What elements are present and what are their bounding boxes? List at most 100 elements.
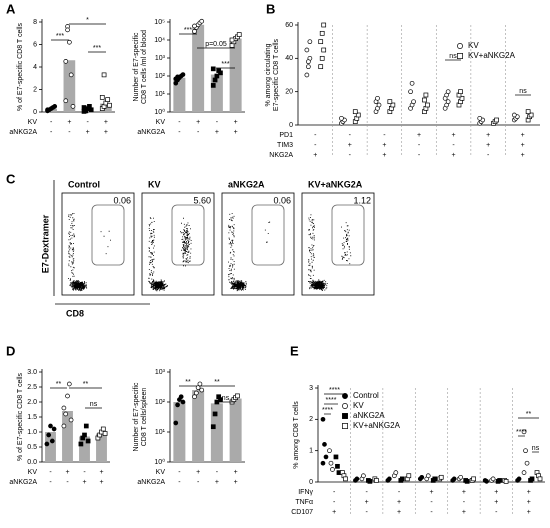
- dot: [306, 59, 311, 65]
- flow-gate: [331, 204, 365, 266]
- row-sign: -: [197, 479, 200, 486]
- dot: [99, 95, 105, 100]
- dot: [529, 476, 535, 482]
- dot: [458, 89, 463, 95]
- row-label: aNKG2A: [137, 129, 165, 136]
- dot: [214, 73, 220, 79]
- y-axis-label: % among CD8 T cells: [293, 401, 300, 469]
- row-sign: +: [452, 152, 456, 159]
- dot: [386, 476, 392, 482]
- dot: [387, 99, 393, 105]
- flow-title: KV+aNKG2A: [308, 179, 363, 189]
- dot: [503, 479, 509, 484]
- dot: [100, 426, 106, 432]
- y-axis-label: % of E7-specific CD8 T cells: [17, 372, 24, 461]
- row-sign: +: [365, 499, 369, 506]
- dot: [390, 102, 396, 108]
- dot: [61, 423, 67, 429]
- dot: [523, 448, 528, 454]
- dot: [236, 32, 242, 37]
- row-sign: +: [527, 489, 531, 496]
- bar: [229, 38, 242, 112]
- row-sign: +: [521, 152, 525, 159]
- dot: [52, 104, 58, 109]
- legend-label: KV: [353, 401, 364, 410]
- dot: [477, 115, 483, 121]
- dot: [235, 393, 240, 399]
- dot: [78, 441, 84, 447]
- dot: [212, 411, 218, 417]
- row-sign: +: [417, 132, 421, 139]
- row-sign: -: [495, 509, 498, 516]
- dot: [445, 99, 451, 105]
- row-sign: +: [196, 119, 200, 126]
- y-tick-label: 10³: [155, 369, 166, 376]
- dot: [464, 479, 470, 484]
- row-sign: +: [313, 152, 317, 159]
- row-sign: -: [314, 142, 317, 149]
- dot: [180, 72, 186, 77]
- dot: [393, 470, 399, 475]
- y-tick-label: 2: [309, 416, 313, 423]
- dot: [458, 474, 464, 480]
- legend-label: Control: [353, 391, 379, 400]
- dot: [327, 448, 332, 454]
- row-label: TIM3: [277, 142, 293, 149]
- dot: [375, 95, 380, 101]
- y-tick-label: 0: [309, 479, 313, 486]
- y-axis-label: CD8 T cells /ml of blood: [141, 30, 148, 104]
- flow-events: [148, 217, 192, 292]
- dot: [432, 476, 438, 482]
- dot: [323, 454, 329, 460]
- y-tick-label: 4: [33, 64, 37, 71]
- row-sign: -: [383, 132, 386, 139]
- row-label: aNKG2A: [9, 479, 37, 486]
- bar: [229, 398, 242, 462]
- dot: [422, 97, 427, 103]
- y-tick-label: 0: [33, 109, 37, 116]
- significance-label: **: [185, 379, 191, 386]
- row-sign: +: [67, 119, 71, 126]
- row-sign: -: [463, 499, 466, 506]
- flow-events: [308, 214, 352, 291]
- significance-label: ***: [56, 33, 64, 40]
- bar: [192, 24, 205, 112]
- row-sign: -: [430, 509, 433, 516]
- dot: [451, 476, 457, 482]
- flow-events: [228, 213, 271, 292]
- row-sign: +: [382, 142, 386, 149]
- y-tick-label: 0: [289, 122, 293, 129]
- dot: [399, 476, 405, 482]
- row-sign: +: [494, 499, 498, 506]
- dot: [525, 109, 531, 115]
- dot: [423, 92, 429, 98]
- y-axis-label: % of E7-specific CD8 T cells: [17, 22, 24, 111]
- dot: [192, 23, 197, 29]
- bar: [96, 433, 107, 462]
- row-sign: -: [365, 489, 368, 496]
- dot: [70, 104, 76, 109]
- flow-y-label: E7-Dextramer: [40, 214, 50, 273]
- dot: [88, 107, 94, 113]
- row-sign: -: [50, 129, 53, 136]
- dot: [352, 109, 358, 115]
- axis-line: [297, 22, 540, 126]
- dot: [66, 381, 72, 387]
- legend-swatch: [457, 43, 463, 49]
- row-sign: +: [527, 499, 531, 506]
- y-tick-label: 2.0: [27, 399, 37, 406]
- row-sign: -: [216, 469, 219, 476]
- dot: [197, 381, 203, 387]
- flow-plot-frame: [301, 192, 375, 296]
- dot: [528, 112, 534, 118]
- row-sign: +: [397, 499, 401, 506]
- bar: [62, 411, 73, 462]
- significance-label: ns: [222, 395, 230, 402]
- y-tick-label: 60: [285, 22, 293, 29]
- dot: [61, 405, 67, 411]
- flow-plot-frame: [61, 192, 135, 296]
- row-sign: +: [521, 132, 525, 139]
- dot: [199, 18, 205, 24]
- row-sign: -: [178, 479, 181, 486]
- y-tick-label: 2: [33, 86, 37, 93]
